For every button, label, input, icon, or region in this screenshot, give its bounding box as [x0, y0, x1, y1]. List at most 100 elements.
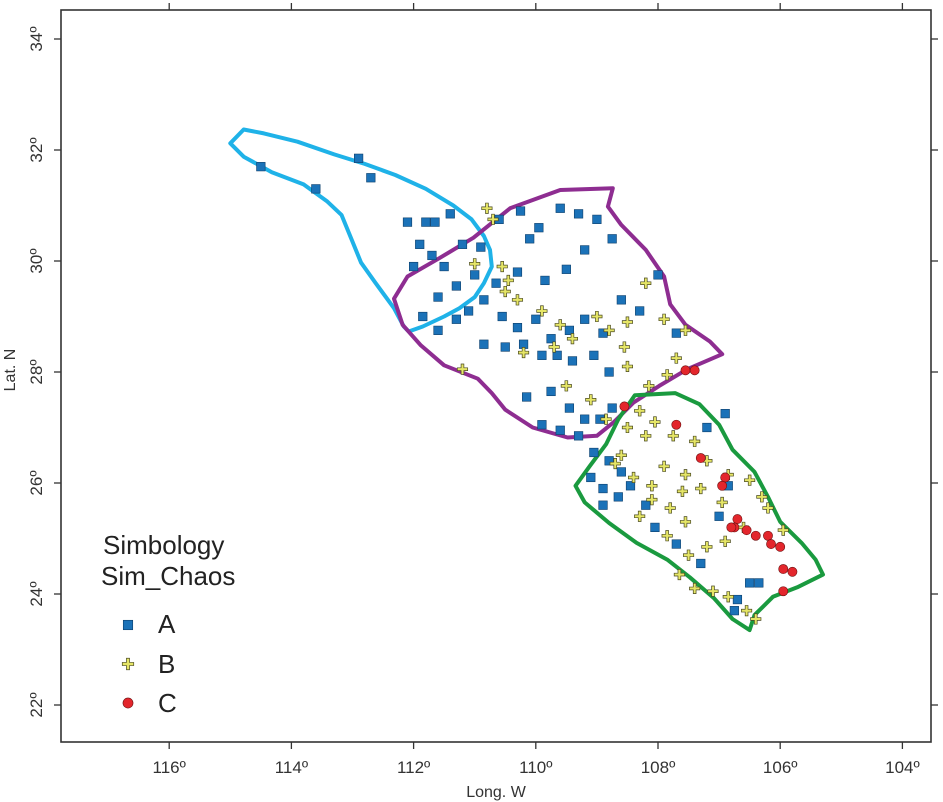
point-a: [531, 314, 541, 324]
point-a: [671, 328, 681, 338]
point-c: [732, 514, 743, 524]
point-a: [479, 295, 489, 305]
point-a: [418, 311, 428, 322]
point-c: [720, 472, 731, 483]
point-b: [689, 435, 701, 447]
point-a: [561, 264, 571, 274]
point-a: [256, 162, 266, 172]
point-a: [525, 234, 535, 244]
point-b: [762, 502, 774, 514]
point-a: [354, 153, 364, 163]
point-b: [560, 380, 572, 392]
point-c: [766, 539, 776, 549]
point-b: [603, 324, 615, 336]
y-tick-label: 28º: [27, 359, 46, 384]
point-a: [476, 242, 486, 252]
point-b: [667, 430, 679, 442]
x-tick-label: 106º: [763, 758, 798, 777]
legend-marker-b: [121, 657, 135, 671]
point-b: [456, 363, 469, 375]
point-a: [540, 275, 550, 286]
point-b: [679, 324, 692, 336]
point-a: [512, 322, 523, 333]
point-b: [600, 413, 612, 425]
point-b: [621, 316, 633, 328]
point-a: [573, 431, 584, 441]
point-c: [778, 586, 789, 597]
point-a: [311, 184, 321, 194]
point-b: [634, 510, 646, 522]
point-b: [628, 471, 640, 483]
point-b: [664, 502, 676, 514]
point-a: [732, 594, 743, 605]
x-axis-title: Long. W: [466, 784, 526, 801]
region-boundary-2: [392, 186, 725, 440]
point-b: [719, 535, 731, 547]
point-b: [695, 483, 707, 495]
point-a: [564, 403, 575, 413]
point-a: [491, 278, 501, 288]
point-b: [701, 541, 713, 553]
point-b: [548, 341, 560, 353]
x-tick-label: 110º: [519, 758, 552, 777]
point-a: [592, 214, 602, 224]
point-b: [744, 474, 756, 486]
point-a: [671, 539, 681, 549]
point-c: [787, 566, 798, 577]
point-c: [680, 365, 691, 376]
point-b: [673, 569, 685, 581]
y-tick-label: 22º: [27, 692, 46, 717]
point-a: [451, 281, 461, 291]
point-a: [586, 472, 596, 483]
point-b: [722, 591, 734, 603]
point-b: [689, 582, 701, 594]
point-a: [567, 356, 578, 366]
point-a: [555, 203, 565, 213]
y-tick-label: 24º: [27, 581, 46, 606]
point-a: [696, 558, 706, 569]
point-a: [702, 422, 712, 433]
x-tick-label: 108º: [641, 758, 676, 777]
point-b: [502, 274, 514, 286]
point-a: [445, 209, 455, 219]
point-b: [640, 430, 652, 442]
legend-subtitle: Sim_Chaos: [101, 561, 235, 591]
point-a: [653, 270, 663, 280]
point-a: [522, 392, 532, 402]
point-b: [646, 494, 658, 506]
y-axis-title: Lat. N: [2, 349, 19, 392]
point-a: [439, 261, 449, 272]
legend-marker-c: [122, 697, 134, 709]
point-b: [707, 585, 719, 597]
point-b: [566, 333, 579, 345]
point-a: [546, 334, 556, 344]
legend-title: Simbology: [103, 530, 224, 560]
point-c: [689, 365, 700, 376]
point-b: [649, 416, 661, 428]
point-a: [580, 414, 590, 424]
point-a: [580, 245, 590, 255]
point-a: [635, 306, 645, 316]
point-a: [598, 483, 608, 494]
point-a: [534, 223, 544, 233]
point-b: [536, 305, 548, 317]
point-a: [537, 420, 547, 430]
point-a: [604, 367, 614, 377]
legend-marker-a: [122, 619, 134, 631]
point-a: [720, 409, 730, 419]
point-a: [451, 314, 461, 324]
point-a: [457, 239, 468, 249]
point-b: [750, 613, 762, 625]
point-c: [695, 453, 706, 463]
y-tick-label: 30º: [27, 248, 46, 273]
point-b: [469, 258, 481, 270]
point-a: [616, 295, 626, 305]
point-a: [537, 350, 547, 360]
point-b: [661, 530, 673, 542]
point-a: [366, 173, 376, 183]
point-b: [679, 516, 692, 528]
point-b: [609, 458, 621, 470]
point-b: [621, 421, 633, 434]
point-b: [585, 394, 597, 406]
point-a: [463, 306, 474, 316]
